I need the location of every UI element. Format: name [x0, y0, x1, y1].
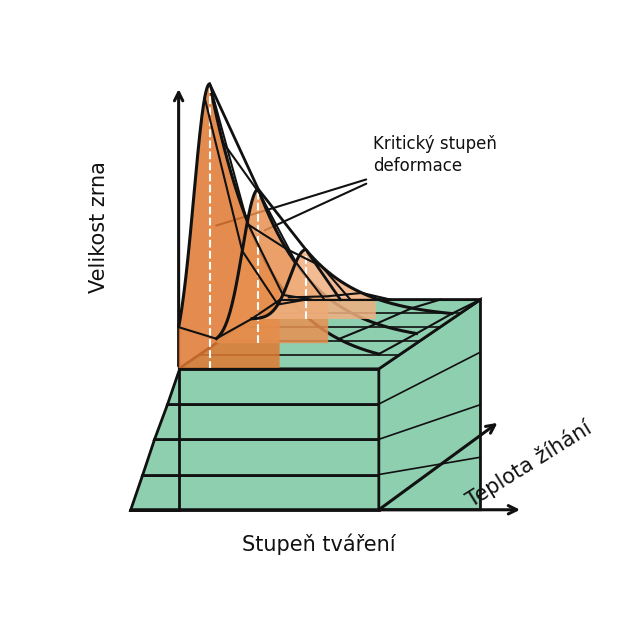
Polygon shape: [178, 299, 480, 369]
Text: Velikost zrna: Velikost zrna: [89, 162, 109, 294]
Text: Kritický stupeň
deformace: Kritický stupeň deformace: [372, 135, 497, 175]
Text: Stupeň tváření: Stupeň tváření: [242, 533, 396, 555]
Polygon shape: [154, 404, 379, 439]
Polygon shape: [166, 369, 379, 404]
Polygon shape: [252, 250, 376, 319]
Polygon shape: [179, 84, 279, 369]
Polygon shape: [217, 189, 328, 343]
Polygon shape: [143, 439, 379, 474]
Polygon shape: [130, 474, 379, 509]
Text: Teplota žíhání: Teplota žíhání: [463, 417, 596, 511]
Polygon shape: [379, 299, 480, 509]
